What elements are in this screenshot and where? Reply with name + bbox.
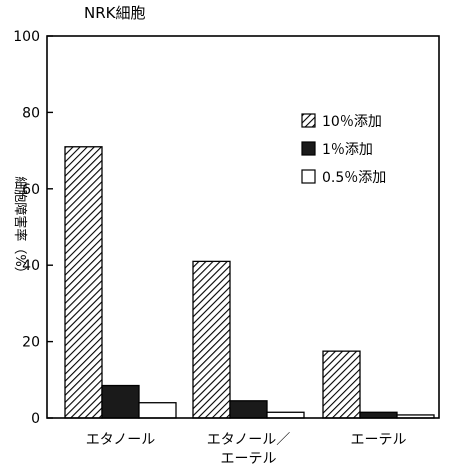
bar: [322, 350, 361, 419]
bar: [266, 411, 305, 419]
legend-swatch: [301, 113, 316, 128]
bar: [229, 400, 268, 419]
x-category-label: エーテル: [221, 451, 277, 467]
x-category-label: エタノール: [86, 432, 156, 448]
legend-label: 10％添加: [322, 114, 382, 130]
bar: [101, 384, 140, 419]
legend-swatch: [301, 141, 316, 156]
y-axis-label: 細胞障害率（%）: [12, 176, 28, 279]
x-category-label: エタノール／: [207, 432, 291, 448]
bar: [64, 146, 103, 419]
legend-swatch: [301, 169, 316, 184]
legend-label: 0.5％添加: [322, 170, 386, 186]
bar: [192, 260, 231, 419]
y-tick-label: 40: [22, 258, 40, 274]
chart-title: NRK細胞: [84, 4, 145, 22]
y-tick-label: 60: [22, 182, 40, 198]
y-tick-label: 20: [22, 335, 40, 351]
bar: [359, 411, 398, 419]
y-tick-label: 80: [22, 105, 40, 121]
legend: 10％添加 1％添加 0.5％添加: [301, 113, 386, 186]
plot-frame: [46, 35, 440, 419]
y-tick-label: 100: [13, 29, 40, 45]
legend-label: 1％添加: [322, 142, 373, 158]
x-category-label: エーテル: [351, 432, 407, 448]
y-tick-label: 0: [31, 411, 40, 427]
bar: [138, 402, 177, 419]
